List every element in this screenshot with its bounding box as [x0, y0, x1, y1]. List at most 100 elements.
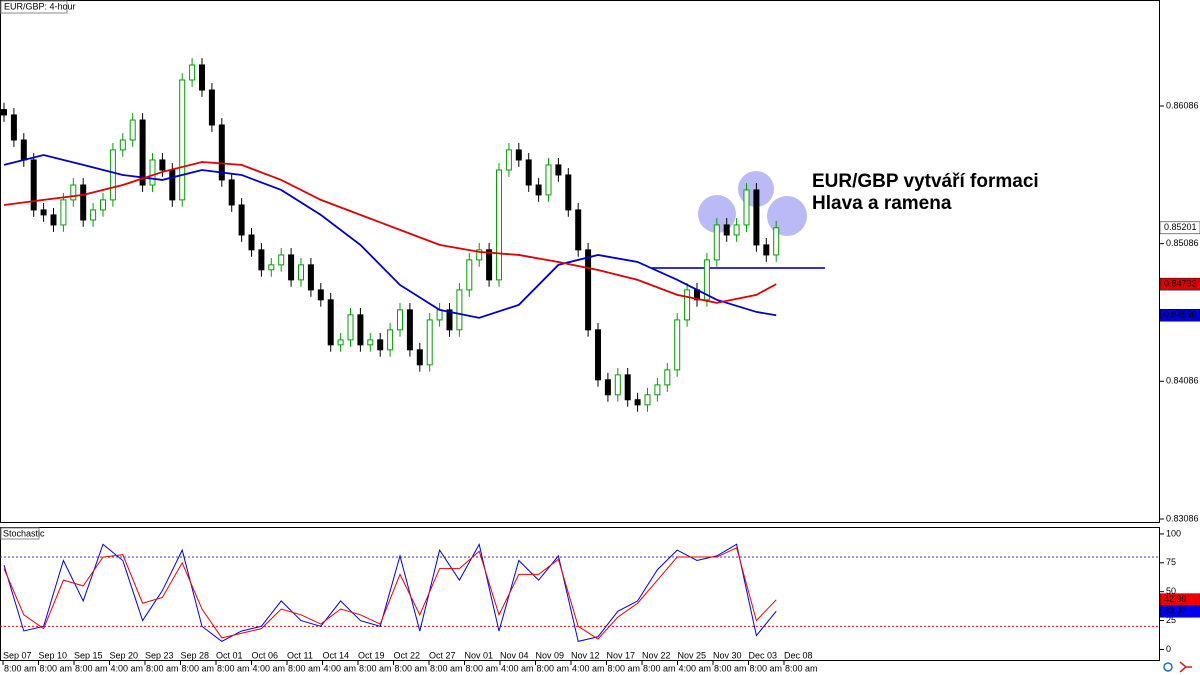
candle-body — [604, 379, 611, 396]
candle-body — [228, 179, 235, 206]
x-tick-label: Oct 19 — [358, 650, 385, 660]
candle-body — [466, 259, 473, 291]
x-tick-label: 4:00 am — [679, 663, 712, 673]
x-tick-label: Nov 17 — [607, 650, 636, 660]
x-tick-label: 8:00 am — [466, 663, 499, 673]
y-tick-label: 0.85086 — [1166, 238, 1199, 248]
candle-body — [179, 79, 186, 201]
candle-body — [377, 339, 384, 351]
x-tick-label: 4:00 am — [324, 663, 357, 673]
chart-title: EUR/GBP: 4-hour — [4, 1, 76, 11]
candle-body — [575, 209, 582, 251]
candle-body — [268, 264, 275, 271]
y-tick-label: 0.86086 — [1166, 100, 1199, 110]
candle-body — [585, 249, 592, 331]
icon — [1163, 662, 1173, 672]
moving-average — [3, 161, 777, 304]
candle-body — [119, 139, 126, 151]
x-tick-label: Nov 25 — [678, 650, 707, 660]
stochastic-title: Stochastic — [3, 528, 45, 538]
candle-body — [189, 64, 196, 81]
x-tick-label: 4:00 am — [501, 663, 534, 673]
y-tick-label: 0.84086 — [1166, 376, 1199, 386]
candle-body — [743, 189, 750, 226]
candle-body — [10, 114, 17, 141]
x-tick-label: 8:00 am — [750, 663, 783, 673]
candle-body — [288, 254, 295, 281]
candle-body — [109, 149, 116, 201]
candle-body — [446, 309, 453, 331]
x-tick-label: 8:00 am — [75, 663, 108, 673]
y-tick-label: 0 — [1166, 644, 1171, 654]
stochastic-last-label-box — [1159, 593, 1200, 607]
x-tick-label: Sep 23 — [145, 650, 174, 660]
candle-body — [238, 204, 245, 236]
annotation: Hlava a ramena — [812, 193, 952, 214]
candle-body — [367, 339, 374, 346]
annotation: EUR/GBP vytváří formaci — [812, 171, 1039, 192]
candle-body — [149, 159, 156, 186]
candle-body — [733, 224, 740, 236]
candle-body — [496, 169, 502, 281]
x-tick-label: Sep 15 — [74, 650, 103, 660]
candle-body — [614, 374, 621, 396]
candle-body — [436, 309, 443, 321]
x-tick-label: 8:00 am — [608, 663, 641, 673]
candle-body — [654, 384, 661, 396]
x-tick-label: 8:00 am — [288, 663, 321, 673]
candle-body — [169, 169, 176, 201]
close-last-label: 0.85201 — [1164, 222, 1197, 232]
candle-body — [565, 174, 572, 211]
x-tick-label: 4:00 am — [111, 663, 144, 673]
x-tick-label: 8:00 am — [359, 663, 392, 673]
x-tick-label: 8:00 am — [714, 663, 747, 673]
candle-body — [624, 374, 631, 401]
candle-body — [753, 189, 760, 246]
moving-average — [3, 154, 777, 319]
candle-body — [525, 159, 532, 186]
candle-body — [327, 299, 334, 346]
x-tick-label: Oct 01 — [216, 650, 243, 660]
candle-body — [129, 119, 136, 141]
candle-body — [456, 289, 463, 331]
candle-body — [505, 149, 512, 171]
candle-body — [684, 289, 691, 321]
candle-body — [763, 244, 770, 256]
candle-body — [337, 339, 344, 346]
candle-body — [50, 214, 57, 226]
candle-body — [416, 349, 423, 366]
candle-body — [545, 164, 552, 196]
x-tick-label: Sep 10 — [39, 650, 68, 660]
candle-body — [644, 394, 651, 406]
candle-body — [634, 399, 641, 406]
ma-last-label-box — [1159, 308, 1200, 322]
x-tick-label: 8:00 am — [182, 663, 215, 673]
ma-last-label-box — [1159, 277, 1200, 291]
x-tick-label: 8:00 am — [40, 663, 73, 673]
candle-body — [90, 209, 97, 221]
x-tick-label: Sep 07 — [3, 650, 32, 660]
candle-body — [426, 319, 433, 366]
candle-body — [476, 249, 483, 261]
x-tick-label: 4:00 am — [253, 663, 286, 673]
candle-body — [397, 309, 403, 331]
x-tick-label: Sep 28 — [181, 650, 210, 660]
x-tick-label: 4:00 am — [572, 663, 605, 673]
candle-body — [258, 249, 265, 271]
candle-body — [406, 309, 413, 351]
candle-body — [674, 319, 681, 371]
candle-body — [40, 209, 47, 216]
x-tick-label: 8:00 am — [643, 663, 676, 673]
x-tick-label: Sep 20 — [110, 650, 139, 660]
candle-body — [248, 234, 255, 251]
x-tick-label: Oct 27 — [429, 650, 456, 660]
y-tick-label: 0.83086 — [1166, 513, 1199, 523]
candle-body — [555, 164, 562, 176]
y-tick-label: 50 — [1166, 586, 1176, 596]
title-box — [0, 0, 68, 14]
x-tick-label: Dec 08 — [784, 650, 813, 660]
candle-body — [60, 199, 67, 226]
x-tick-label: 8:00 am — [146, 663, 179, 673]
candle-body — [278, 254, 285, 266]
